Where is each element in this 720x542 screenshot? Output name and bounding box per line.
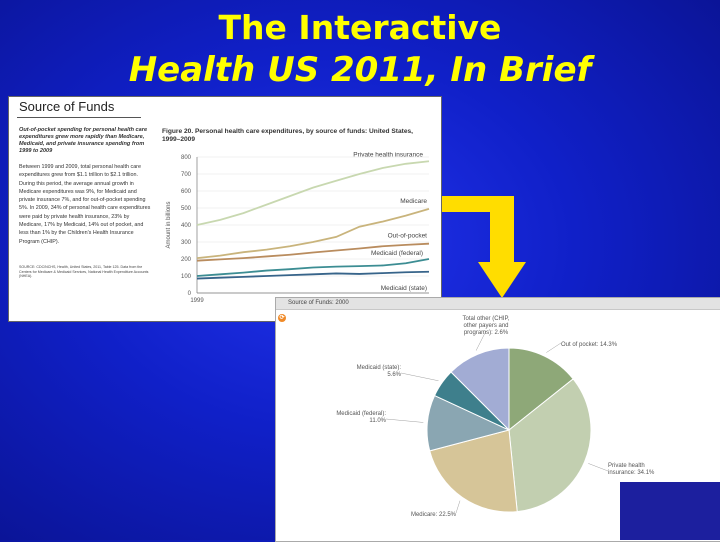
y-tick-label: 200 (181, 257, 192, 263)
y-tick-label: 100 (181, 274, 192, 280)
refresh-icon[interactable]: ⟳ (278, 314, 286, 322)
pie-leader-line (385, 418, 424, 423)
series-label: Medicaid (federal) (371, 250, 423, 257)
pie-slice-label: Medicare: 22.5% (411, 512, 457, 518)
panel-source-note: SOURCE: CDC/NCHS, Health, United States,… (19, 265, 149, 279)
pie-chart: Out of pocket: 14.3% Private health insura… (336, 316, 655, 518)
series-line (196, 270, 430, 280)
series-line (196, 207, 430, 260)
x-tick-label: 1999 (190, 298, 204, 304)
down-arrow-icon (442, 196, 526, 298)
series-line (196, 258, 430, 277)
y-tick-label: 600 (181, 189, 192, 195)
pie-leader-line (588, 463, 609, 472)
pie-slice (508, 347, 574, 432)
source-of-funds-panel: Source of Funds Out-of-pocket spending f… (8, 96, 442, 322)
series-label: Medicare (400, 198, 427, 205)
panel-subheading: Out-of-pocket spending for personal heal… (19, 127, 148, 154)
pie-slice-label: Medicaid (state): 5.6% (357, 365, 402, 378)
y-tick-label: 500 (181, 206, 192, 212)
y-axis-label: Amount in billions (166, 201, 172, 248)
y-tick-label: 800 (181, 155, 192, 161)
series-line (196, 160, 430, 226)
y-tick-label: 0 (188, 291, 192, 297)
y-tick-label: 700 (181, 172, 192, 178)
pie-slice-label: Total other (CHIP, other payers and progra… (463, 316, 510, 336)
pie-chart-window: Source of Funds: 2000 ⟳ Out of pocket: 1… (275, 297, 720, 542)
series-line (196, 242, 430, 262)
series-label: Medicaid (state) (381, 285, 427, 292)
pie-leader-line (455, 500, 461, 514)
pie-leader-line (546, 342, 562, 353)
pie-leader-line (475, 330, 487, 351)
pie-slice (508, 378, 592, 513)
figure-title: Figure 20. Personal health care expendit… (162, 128, 413, 143)
series-label: Out-of-pocket (388, 233, 428, 240)
pie-slice-label: Out of pocket: 14.3% (561, 342, 618, 348)
series-label: Private health insurance (353, 151, 423, 158)
line-chart: 0 100 200 300 400 500 600 700 800 Amount in billi… (166, 151, 430, 304)
panel-body-text: Between 1999 and 2009, total personal he… (19, 164, 151, 245)
slide-title-line1: The Interactive (218, 8, 502, 47)
slide-title-line2: Health US 2011, In Brief (128, 50, 592, 90)
pie-window-header: Source of Funds: 2000 (276, 298, 720, 310)
pie-slice-label: Private health insurance: 34.1% (608, 463, 655, 476)
heading-divider (17, 117, 141, 118)
pie-leader-line (400, 372, 439, 381)
y-tick-label: 400 (181, 223, 192, 229)
panel-heading: Source of Funds (19, 99, 115, 114)
slide-corner-decoration (620, 482, 720, 540)
pie-slice-label: Medicaid (federal): 11.0% (336, 411, 386, 424)
y-tick-label: 300 (181, 240, 192, 246)
pie-slice (429, 429, 518, 513)
pie-slice (450, 347, 510, 432)
